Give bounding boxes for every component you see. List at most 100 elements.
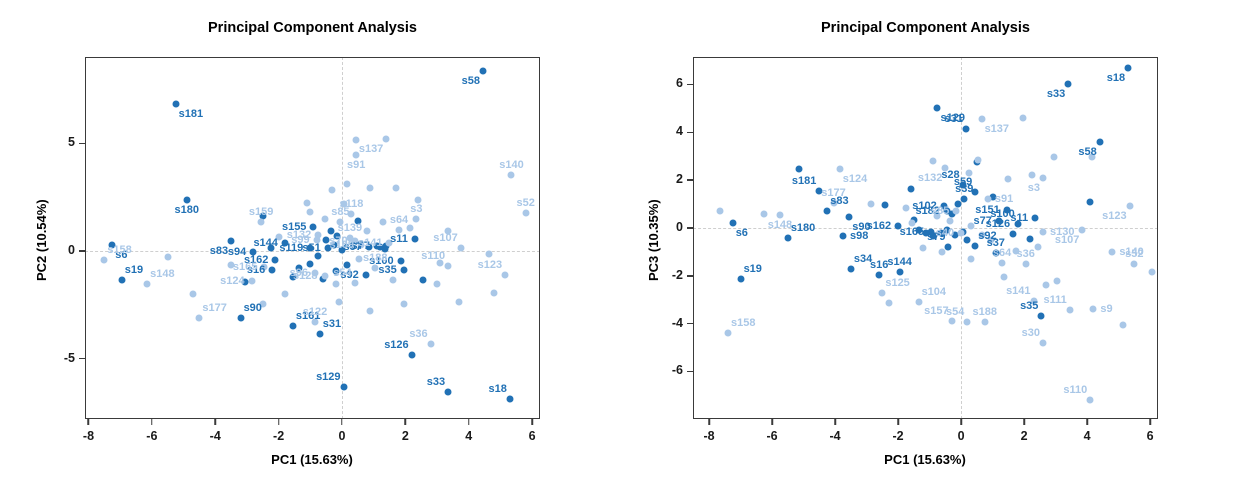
- y-tick: [79, 357, 85, 360]
- x-tick-label: -8: [703, 429, 715, 443]
- x-tick: [1023, 419, 1025, 425]
- point-label: s64: [992, 246, 1012, 259]
- point-label: s36: [409, 327, 428, 340]
- data-point: [940, 202, 948, 210]
- data-point: [885, 299, 893, 307]
- point-label: s188: [972, 306, 997, 319]
- data-point: [444, 262, 452, 270]
- data-point: [314, 231, 322, 239]
- point-label: s107: [433, 231, 458, 244]
- y-tick-label: 2: [676, 172, 683, 187]
- point-label: s19: [743, 263, 762, 276]
- data-point: [896, 268, 904, 276]
- data-point: [311, 269, 319, 277]
- point-label: s181: [178, 107, 204, 120]
- data-point: [241, 278, 249, 286]
- point-label: s158: [107, 243, 132, 256]
- data-point: [915, 226, 923, 234]
- data-point: [314, 252, 322, 260]
- data-point: [311, 318, 319, 326]
- data-point: [303, 199, 311, 207]
- point-label: s37: [986, 237, 1005, 250]
- data-point: [507, 171, 515, 179]
- data-point: [522, 209, 530, 217]
- data-point: [366, 307, 374, 315]
- data-point: [1028, 171, 1036, 179]
- data-point: [257, 218, 265, 226]
- data-point: [259, 300, 267, 308]
- data-point: [309, 223, 317, 231]
- point-label: s144: [887, 256, 912, 269]
- data-point: [907, 185, 915, 192]
- point-label: s77: [351, 240, 370, 253]
- data-point: [716, 207, 724, 215]
- data-point: [1053, 277, 1061, 285]
- data-point: [336, 218, 344, 226]
- data-point: [915, 298, 923, 306]
- data-point: [1108, 248, 1116, 256]
- point-label: s132: [917, 172, 943, 185]
- data-point: [444, 227, 452, 235]
- point-label: s9: [1100, 303, 1113, 316]
- data-point: [922, 229, 930, 237]
- data-point: [995, 217, 1003, 225]
- data-point: [227, 237, 235, 245]
- point-label: s85: [931, 205, 950, 218]
- point-label: s104: [921, 286, 947, 299]
- point-label: s96: [289, 266, 309, 279]
- data-point: [933, 104, 941, 112]
- point-label: s34: [853, 252, 873, 265]
- data-point: [419, 276, 427, 284]
- data-point: [352, 136, 360, 144]
- point-label: s54: [946, 306, 965, 319]
- data-point: [455, 298, 463, 306]
- point-label: s6: [735, 227, 748, 240]
- data-point: [371, 264, 379, 272]
- point-label: s98: [849, 230, 869, 243]
- point-label: s110: [1063, 384, 1088, 397]
- point-label: s162: [866, 219, 892, 232]
- data-point: [1086, 396, 1094, 404]
- data-point: [382, 242, 390, 250]
- data-point: [249, 248, 257, 256]
- data-point: [974, 156, 982, 164]
- point-label: s128: [293, 269, 318, 282]
- x-tick-label: 4: [465, 429, 473, 443]
- data-point: [365, 243, 373, 251]
- data-point: [960, 195, 968, 203]
- point-label: s123: [1102, 210, 1127, 223]
- data-point: [1012, 247, 1020, 255]
- x-tick: [404, 419, 407, 425]
- data-point: [1089, 305, 1097, 313]
- x-tick: [341, 419, 343, 425]
- data-point: [376, 243, 384, 251]
- x-tick: [897, 419, 899, 425]
- data-point: [385, 239, 393, 247]
- data-point: [1126, 202, 1134, 210]
- x-tick-label: 2: [1020, 429, 1028, 443]
- data-point: [268, 266, 276, 274]
- point-label: s118: [339, 198, 364, 211]
- point-label: s83: [830, 195, 849, 208]
- data-point: [479, 67, 487, 75]
- point-label: s51: [302, 241, 321, 254]
- x-tick-label: -6: [766, 429, 778, 443]
- data-point: [338, 246, 346, 254]
- data-point: [357, 241, 365, 249]
- data-point: [929, 157, 937, 165]
- data-point: [1037, 312, 1045, 320]
- data-point: [959, 181, 967, 189]
- point-label: s35: [1020, 300, 1039, 313]
- data-point: [328, 186, 336, 194]
- y-tick: [79, 142, 85, 145]
- data-point: [1004, 175, 1012, 183]
- x-tick-label: -4: [829, 429, 841, 443]
- data-point: [776, 211, 784, 219]
- point-label: s119: [279, 241, 304, 254]
- point-label: s129: [940, 112, 965, 125]
- point-label: s137: [358, 143, 384, 156]
- point-label: s33: [426, 375, 446, 388]
- data-point: [362, 271, 370, 279]
- data-point: [944, 243, 952, 251]
- data-point: [948, 210, 956, 218]
